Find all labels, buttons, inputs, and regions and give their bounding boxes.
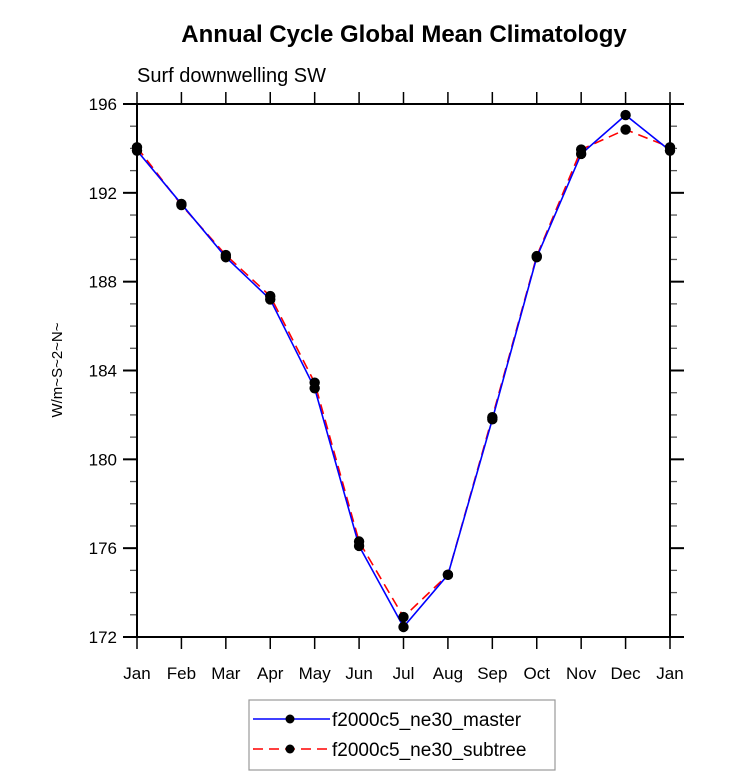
legend: f2000c5_ne30_master f2000c5_ne30_subtree bbox=[248, 699, 556, 771]
legend-label: f2000c5_ne30_subtree bbox=[332, 740, 526, 761]
plot-frame bbox=[136, 103, 671, 638]
data-point-f2000c5_ne30_subtree bbox=[220, 249, 232, 261]
x-tick-label: Feb bbox=[167, 664, 196, 683]
data-point-f2000c5_ne30_subtree bbox=[575, 144, 587, 155]
y-tick-labels: 172 176 180 184 188 192 196 bbox=[89, 95, 117, 647]
y-axis-label: W/m~S~2~N~ bbox=[49, 322, 66, 417]
legend-marker bbox=[285, 744, 295, 754]
y-tick-label: 172 bbox=[89, 628, 117, 647]
y-tick-label: 184 bbox=[89, 362, 117, 381]
y-tick-label: 192 bbox=[89, 184, 117, 203]
series-markers bbox=[131, 109, 676, 633]
x-tick-label: Jun bbox=[345, 664, 372, 683]
series-line-f2000c5_ne30_master bbox=[136, 114, 671, 629]
series-lines bbox=[136, 114, 671, 629]
x-tick-label: Apr bbox=[257, 664, 284, 683]
x-tick-label: Dec bbox=[610, 664, 641, 683]
chart-title: Annual Cycle Global Mean Climatology bbox=[181, 21, 627, 48]
x-tick-label: Oct bbox=[524, 664, 551, 683]
legend-marker bbox=[285, 714, 295, 724]
data-point-f2000c5_ne30_subtree bbox=[309, 377, 320, 388]
x-tick-label: Jul bbox=[393, 664, 415, 683]
x-tick-label: Sep bbox=[477, 664, 507, 683]
x-tick-labels: Jan Feb Mar Apr May Jun Jul Aug Sep Oct Nov Dec Jan bbox=[123, 664, 683, 683]
x-tick-label: Jan bbox=[123, 664, 150, 683]
data-point-f2000c5_ne30_subtree bbox=[442, 569, 454, 581]
y-tick-label: 188 bbox=[89, 273, 117, 292]
data-point-f2000c5_ne30_subtree bbox=[620, 124, 631, 135]
data-point-f2000c5_ne30_subtree bbox=[531, 250, 542, 262]
x-tick-label: Mar bbox=[211, 664, 241, 683]
y-tick-label: 176 bbox=[89, 539, 117, 558]
x-tick-label: Jan bbox=[656, 664, 683, 683]
legend-box bbox=[248, 699, 556, 771]
data-point-f2000c5_ne30_subtree bbox=[398, 611, 409, 623]
legend-label: f2000c5_ne30_master bbox=[332, 710, 522, 731]
data-point-f2000c5_ne30_subtree bbox=[487, 411, 498, 423]
data-point-f2000c5_ne30_subtree bbox=[176, 199, 187, 211]
x-tick-label: Nov bbox=[566, 664, 597, 683]
data-point-f2000c5_ne30_master bbox=[620, 109, 631, 121]
y-tick-label: 180 bbox=[89, 450, 117, 469]
data-point-f2000c5_ne30_master bbox=[398, 621, 409, 633]
data-point-f2000c5_ne30_subtree bbox=[265, 290, 276, 302]
x-tick-label: Aug bbox=[433, 664, 463, 683]
data-point-f2000c5_ne30_subtree bbox=[353, 536, 365, 547]
series-line-f2000c5_ne30_subtree bbox=[136, 128, 671, 619]
chart-subtitle: Surf downwelling SW bbox=[137, 65, 326, 87]
axis-ticks bbox=[123, 92, 684, 649]
y-tick-label: 196 bbox=[89, 95, 117, 114]
x-tick-label: May bbox=[299, 664, 332, 683]
